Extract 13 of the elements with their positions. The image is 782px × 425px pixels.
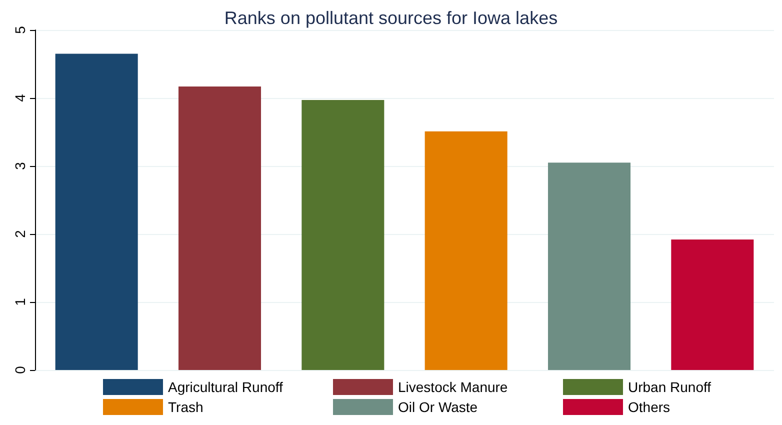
y-tick-label: 3 — [12, 162, 28, 170]
legend-label: Agricultural Runoff — [168, 379, 284, 395]
legend-label: Others — [628, 399, 670, 415]
chart-title: Ranks on pollutant sources for Iowa lakes — [224, 8, 558, 28]
legend-label: Livestock Manure — [398, 379, 508, 395]
legend-label: Trash — [168, 399, 204, 415]
legend-label: Urban Runoff — [628, 379, 712, 395]
y-tick-label: 2 — [12, 230, 28, 238]
y-tick-label: 1 — [12, 298, 28, 306]
y-tick-label: 4 — [12, 94, 28, 102]
y-tick-label: 0 — [12, 366, 28, 374]
legend-label: Oil Or Waste — [398, 399, 478, 415]
y-tick-label: 5 — [12, 26, 28, 34]
